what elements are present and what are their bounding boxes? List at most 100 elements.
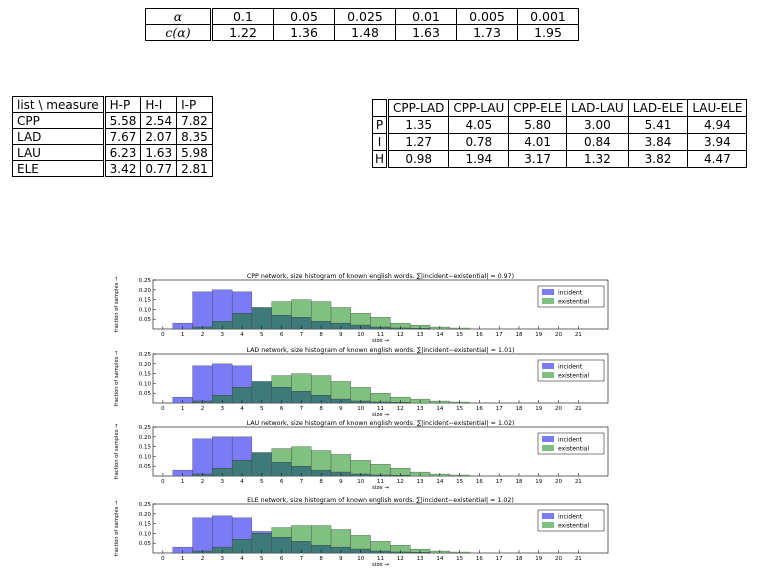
existential-bar	[271, 448, 292, 463]
incident-bar	[192, 291, 213, 328]
x-tick-label: 0	[161, 556, 165, 562]
y-tick-label: 0.05	[139, 464, 152, 470]
legend-label: existential	[558, 373, 589, 380]
existential-bar	[271, 301, 292, 316]
x-tick-label: 9	[339, 406, 343, 412]
table-cell: 0.77	[140, 160, 178, 177]
y-tick-label: 0.20	[139, 512, 152, 518]
x-tick-label: 6	[280, 332, 284, 338]
x-tick-label: 12	[397, 332, 404, 338]
legend-label: incident	[558, 364, 583, 371]
x-tick-label: 8	[319, 406, 323, 412]
y-tick-label: 0.20	[139, 288, 152, 294]
incident-bar	[212, 289, 233, 322]
x-tick-label: 14	[436, 479, 443, 485]
table-cell: 0.78	[448, 133, 510, 151]
overlap-bar	[251, 307, 272, 330]
overlap-bar	[251, 381, 272, 404]
existential-bar	[350, 387, 371, 402]
y-tick-label: 0.10	[139, 454, 152, 460]
existential-bar	[330, 454, 351, 473]
table-cell: 1.22	[211, 24, 274, 41]
chart-title: LAD network, size histogram of known eng…	[246, 347, 514, 354]
x-tick-label: 3	[220, 332, 224, 338]
table-row-label: c(α)	[145, 24, 213, 41]
x-tick-label: 7	[300, 332, 304, 338]
table-cell: 1.63	[395, 24, 457, 41]
x-tick-label: 1	[181, 479, 185, 485]
x-tick-label: 13	[417, 556, 424, 562]
x-tick-label: 15	[456, 406, 463, 412]
x-tick-label: 4	[240, 406, 244, 412]
x-tick-label: 9	[339, 332, 343, 338]
table-header-cell: CPP-LAD	[387, 99, 450, 117]
x-tick-label: 12	[397, 556, 404, 562]
table-row-label: LAU	[12, 144, 106, 161]
legend-box	[537, 359, 605, 382]
table-cell: 4.01	[508, 133, 568, 151]
legend-box	[537, 509, 605, 532]
incident-bar	[251, 531, 272, 534]
legend-box	[537, 432, 605, 455]
existential-bar	[350, 313, 371, 326]
x-tick-label: 21	[575, 406, 582, 412]
legend-swatch-incident	[542, 363, 554, 369]
existential-bar	[370, 541, 391, 552]
x-tick-label: 17	[496, 556, 503, 562]
x-tick-label: 14	[436, 556, 443, 562]
table-header-cell	[371, 99, 390, 117]
table-cell: 0.005	[456, 8, 518, 25]
y-tick-label: 0.05	[139, 391, 152, 397]
table-cell: 3.84	[627, 133, 689, 151]
incident-bar	[192, 517, 213, 552]
x-tick-label: 17	[496, 406, 503, 412]
table-cell: 1.63	[140, 144, 178, 161]
incident-bar	[192, 438, 213, 475]
x-tick-label: 1	[181, 406, 185, 412]
table-cell: 1.94	[448, 150, 510, 168]
table-cell: 1.48	[334, 24, 396, 41]
x-tick-label: 19	[535, 479, 542, 485]
x-tick-label: 6	[280, 556, 284, 562]
alpha-critical-values-table: α 0.1 0.05 0.025 0.01 0.005 0.001 c(α) 1…	[145, 8, 579, 41]
overlap-bar	[251, 452, 272, 477]
x-tick-label: 6	[280, 406, 284, 412]
x-tick-label: 20	[555, 556, 562, 562]
legend-label: incident	[558, 290, 583, 297]
table-cell: 1.95	[517, 24, 579, 41]
chart-title: LAU network, size histogram of known eng…	[247, 420, 515, 427]
x-tick-label: 20	[555, 479, 562, 485]
table-cell: 1.36	[273, 24, 335, 41]
x-tick-label: 7	[300, 556, 304, 562]
x-tick-label: 2	[201, 406, 205, 412]
legend-label: incident	[558, 514, 583, 521]
legend-label: existential	[558, 523, 589, 530]
legend-swatch-incident	[542, 289, 554, 295]
x-tick-label: 16	[476, 332, 483, 338]
table-header-cell: LAD-ELE	[627, 99, 689, 117]
table-row: c(α) 1.22 1.36 1.48 1.63 1.73 1.95	[145, 24, 579, 41]
table-cell: 1.35	[387, 116, 450, 134]
x-tick-label: 16	[476, 556, 483, 562]
x-tick-label: 8	[319, 556, 323, 562]
x-tick-label: 8	[319, 332, 323, 338]
table-header-cell: LAU-ELE	[687, 99, 748, 117]
x-tick-label: 10	[357, 332, 364, 338]
table-cell: 0.05	[273, 8, 335, 25]
table-row-label: I	[371, 133, 390, 151]
histogram-panel: LAU network, size histogram of known eng…	[114, 420, 609, 491]
table-cell: 3.42	[103, 160, 142, 177]
x-tick-label: 11	[377, 406, 384, 412]
table-row: LAU 6.23 1.63 5.98	[12, 144, 213, 161]
y-tick-label: 0.15	[139, 298, 152, 304]
incident-bar	[231, 436, 253, 461]
table-row: LAD 7.67 2.07 8.35	[12, 128, 213, 145]
size-histogram-figure: CPP network, size histogram of known eng…	[114, 273, 609, 568]
x-tick-label: 12	[397, 479, 404, 485]
y-tick-label: 0.10	[139, 381, 152, 387]
table-cell: 3.94	[687, 133, 748, 151]
existential-bar	[311, 450, 332, 471]
table-cell: 3.82	[627, 150, 689, 168]
table-cell: 2.54	[140, 112, 178, 129]
incident-bar	[212, 363, 233, 396]
